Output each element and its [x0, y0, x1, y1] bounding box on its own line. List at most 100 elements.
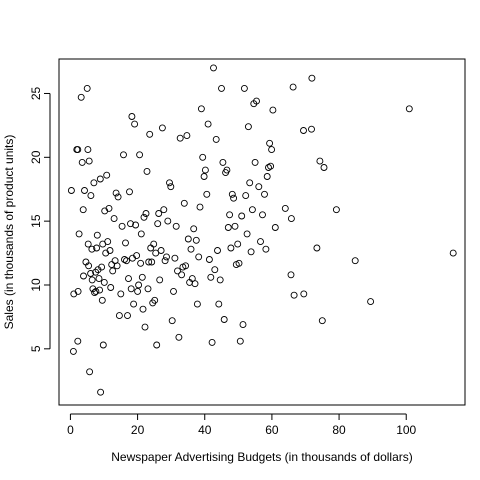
- data-point: [81, 187, 88, 194]
- data-point: [107, 284, 115, 291]
- data-point: [152, 249, 160, 257]
- data-point: [155, 210, 163, 217]
- data-point: [320, 164, 328, 171]
- data-point: [156, 276, 164, 284]
- data-point: [251, 158, 259, 166]
- data-point: [257, 238, 264, 246]
- data-point: [191, 280, 199, 288]
- data-point: [80, 272, 87, 280]
- data-point: [85, 157, 93, 165]
- data-point: [163, 253, 170, 261]
- data-point: [235, 259, 243, 267]
- y-tick-label: 25: [29, 86, 43, 100]
- data-point: [164, 217, 172, 225]
- data-point: [197, 105, 205, 113]
- data-point: [247, 248, 255, 256]
- data-point: [192, 236, 200, 244]
- data-point: [266, 139, 274, 147]
- data-point: [212, 135, 220, 143]
- data-point: [281, 204, 289, 212]
- data-point: [85, 262, 93, 270]
- data-point: [88, 276, 96, 284]
- data-point: [98, 296, 106, 304]
- data-point: [139, 305, 147, 313]
- data-point: [154, 220, 162, 228]
- data-point: [78, 158, 86, 166]
- data-point: [158, 124, 166, 132]
- data-point: [216, 276, 224, 284]
- data-point: [175, 333, 183, 341]
- data-point: [124, 312, 131, 320]
- data-point: [218, 84, 225, 92]
- x-tick-label: 60: [265, 423, 279, 437]
- data-point: [227, 244, 235, 252]
- data-point: [122, 239, 129, 247]
- data-point: [77, 93, 85, 101]
- data-point: [289, 83, 297, 91]
- data-point: [172, 222, 180, 230]
- data-point: [184, 235, 192, 243]
- data-point: [253, 97, 260, 105]
- data-point: [138, 273, 146, 281]
- data-point: [92, 268, 100, 276]
- data-point: [137, 259, 145, 267]
- data-point: [287, 215, 295, 223]
- data-point: [88, 245, 96, 253]
- data-point: [211, 266, 219, 274]
- data-point: [112, 189, 120, 197]
- data-point: [83, 84, 91, 92]
- data-point: [207, 273, 215, 281]
- data-point: [201, 166, 209, 174]
- data-point: [151, 296, 159, 304]
- x-tick-label: 40: [198, 423, 212, 437]
- data-point: [230, 194, 238, 202]
- data-point: [255, 183, 263, 191]
- data-point: [195, 253, 203, 261]
- x-tick-label: 80: [332, 423, 346, 437]
- data-point: [199, 153, 207, 161]
- data-point: [67, 187, 75, 194]
- data-point: [226, 211, 234, 219]
- data-point: [121, 256, 128, 263]
- data-point: [259, 211, 266, 219]
- data-point: [166, 179, 173, 187]
- data-point: [193, 300, 201, 308]
- data-point: [308, 74, 316, 82]
- data-point: [96, 175, 104, 183]
- y-tick-label: 5: [29, 345, 43, 352]
- data-point: [109, 267, 117, 275]
- data-point: [180, 199, 188, 207]
- data-point: [125, 275, 132, 283]
- data-point: [98, 263, 106, 271]
- x-tick-label: 100: [396, 423, 416, 437]
- data-point: [95, 275, 103, 283]
- data-point: [238, 212, 246, 220]
- data-point: [134, 287, 142, 295]
- data-point: [200, 173, 208, 180]
- data-point: [236, 337, 244, 345]
- data-point: [84, 146, 92, 154]
- x-axis-label: Newspaper Advertising Budgets (in thousa…: [111, 450, 413, 464]
- y-tick-label: 15: [29, 214, 43, 228]
- data-point: [123, 257, 130, 265]
- y-tick-label: 20: [29, 150, 43, 164]
- data-point: [100, 278, 108, 286]
- x-tick-label: 20: [131, 423, 145, 437]
- data-point: [117, 290, 125, 298]
- data-point: [187, 245, 195, 253]
- data-point: [113, 262, 121, 270]
- y-axis: 5 10 15 20 25: [29, 86, 51, 352]
- data-point: [332, 206, 340, 214]
- data-point: [126, 188, 133, 196]
- data-point: [351, 257, 359, 265]
- data-point: [74, 337, 82, 345]
- data-point: [148, 258, 156, 266]
- data-points: [67, 64, 457, 396]
- y-tick-label: 10: [29, 278, 43, 292]
- data-point: [367, 298, 375, 306]
- data-point: [171, 254, 179, 262]
- data-point: [74, 287, 82, 295]
- data-point: [261, 190, 268, 198]
- data-point: [190, 225, 198, 233]
